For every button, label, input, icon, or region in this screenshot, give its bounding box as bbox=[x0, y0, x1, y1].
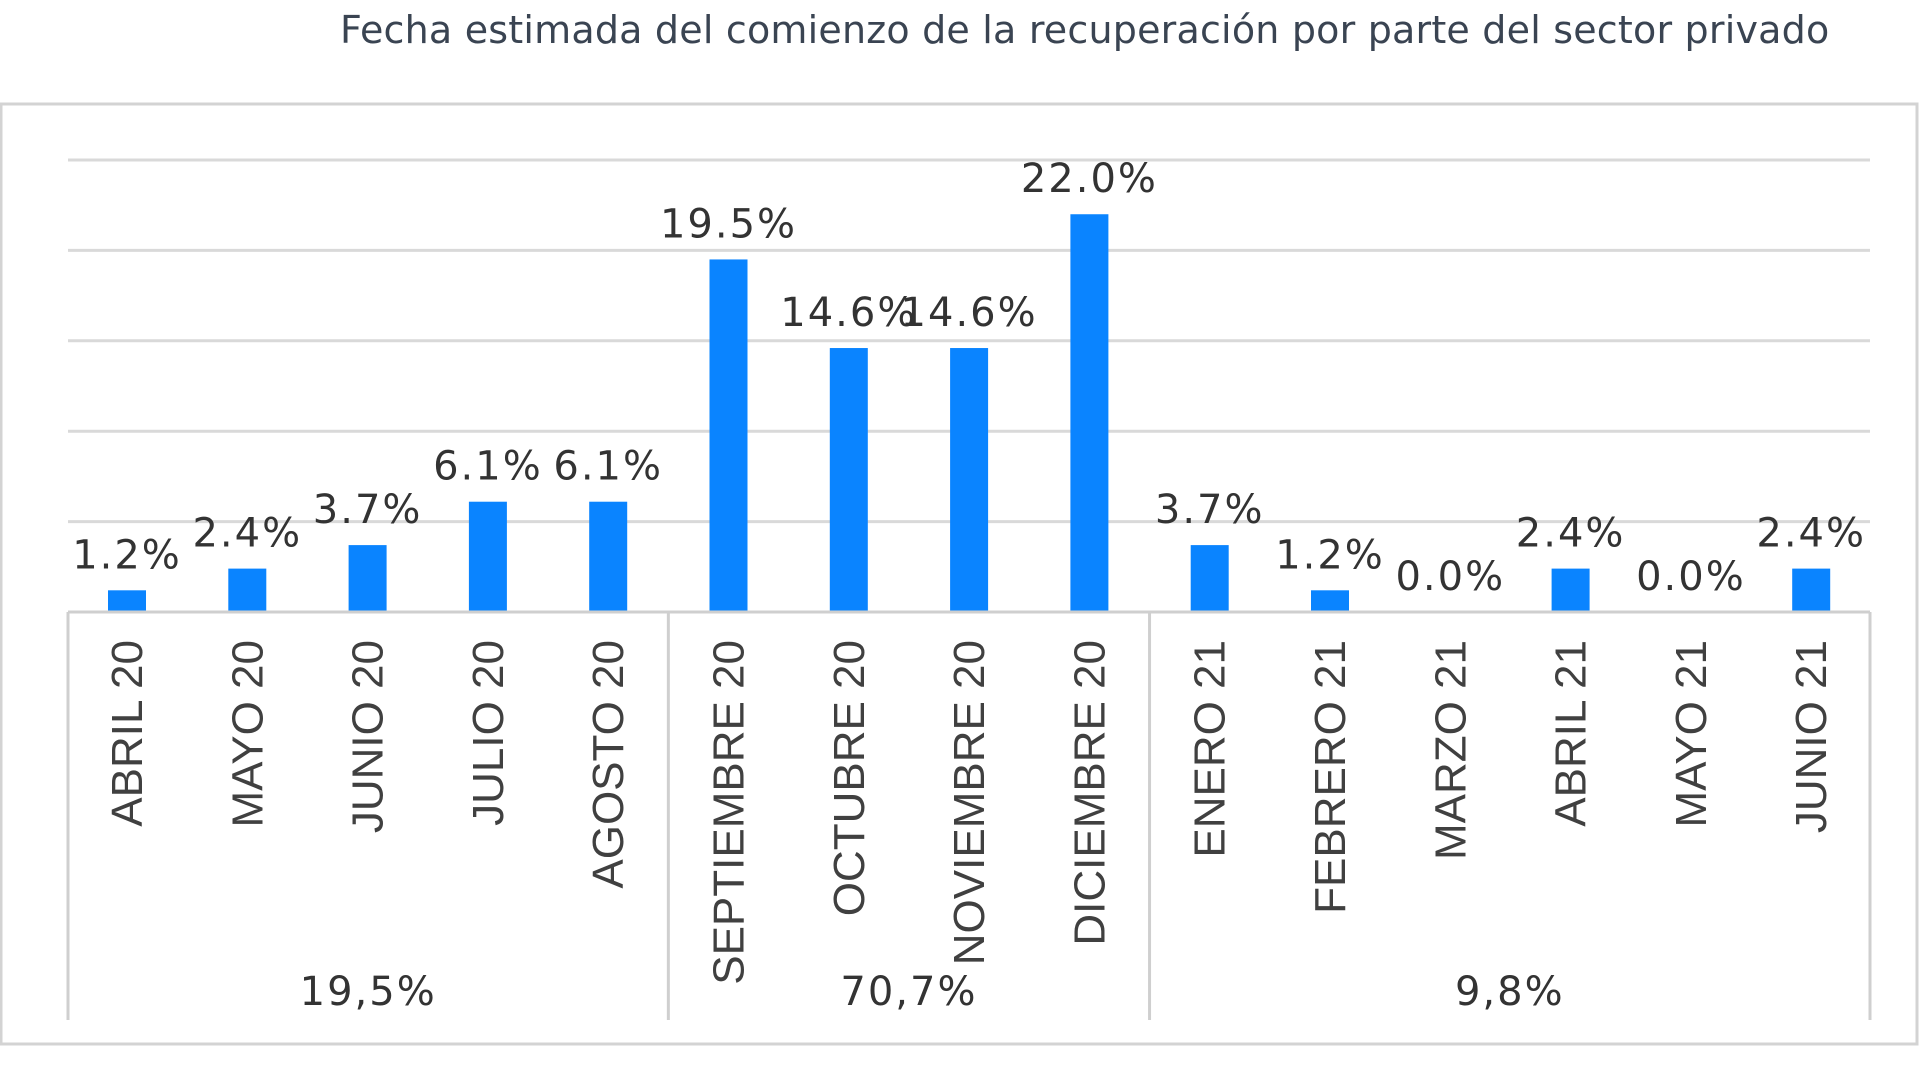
category-label: MAYO 20 bbox=[223, 640, 272, 827]
group-label: 70,7% bbox=[840, 969, 977, 1015]
bar bbox=[589, 501, 628, 612]
group-label: 9,8% bbox=[1455, 969, 1565, 1015]
bar bbox=[1190, 545, 1229, 612]
chart-title: Fecha estimada del comienzo de la recupe… bbox=[340, 8, 1830, 52]
category-label: JUNIO 21 bbox=[1787, 640, 1836, 833]
category-label: JUNIO 20 bbox=[344, 640, 393, 833]
value-label: 2.4% bbox=[1756, 511, 1866, 557]
category-label: MARZO 21 bbox=[1426, 640, 1475, 860]
category-label: JULIO 20 bbox=[464, 640, 513, 826]
bar bbox=[1551, 568, 1590, 612]
bar bbox=[709, 259, 748, 612]
value-label: 2.4% bbox=[1516, 511, 1626, 557]
bar bbox=[829, 348, 868, 612]
bar bbox=[1311, 590, 1349, 612]
value-label: 19.5% bbox=[660, 201, 797, 247]
bars bbox=[108, 214, 1831, 613]
group-label: 19,5% bbox=[300, 969, 437, 1015]
bar bbox=[468, 501, 507, 612]
value-label: 1.2% bbox=[1275, 532, 1385, 578]
bar bbox=[1070, 214, 1109, 613]
chart-frame bbox=[0, 102, 1919, 1046]
bar bbox=[108, 590, 146, 612]
bar bbox=[228, 568, 267, 612]
bar bbox=[1792, 568, 1831, 612]
value-label: 3.7% bbox=[1155, 487, 1265, 533]
value-label: 22.0% bbox=[1021, 156, 1158, 202]
value-label: 14.6% bbox=[901, 290, 1038, 336]
value-labels: 1.2% 2.4%3.7%6.1% 6.1%19.5%14.6%14.6%22.0%… bbox=[72, 156, 1866, 600]
value-label: 0.0% bbox=[1395, 554, 1505, 600]
category-labels: ABRIL 20 MAYO 20 JUNIO 20 JULIO 20 AGOSTO 20… bbox=[103, 640, 1836, 985]
category-label: ENERO 21 bbox=[1186, 640, 1235, 858]
category-label: AGOSTO 20 bbox=[584, 640, 633, 889]
category-label: OCTUBRE 20 bbox=[825, 640, 874, 916]
value-label: 0.0% bbox=[1636, 554, 1746, 600]
value-label: 6.1% bbox=[433, 444, 543, 490]
bar bbox=[348, 545, 387, 612]
value-label: 1.2% bbox=[72, 532, 182, 578]
value-label: 3.7% bbox=[313, 487, 423, 533]
group-labels: 19,5% 70,7% 9,8% bbox=[300, 969, 1565, 1015]
value-label: 2.4% bbox=[192, 511, 302, 557]
category-label: ABRIL 20 bbox=[103, 640, 152, 827]
category-label: ABRIL 21 bbox=[1547, 640, 1596, 827]
value-label: 6.1% bbox=[553, 444, 663, 490]
category-label: NOVIEMBRE 20 bbox=[945, 640, 994, 965]
category-label: SEPTIEMBRE 20 bbox=[705, 640, 754, 985]
category-label: DICIEMBRE 20 bbox=[1065, 640, 1114, 946]
category-label: FEBRERO 21 bbox=[1306, 640, 1355, 914]
value-label: 14.6% bbox=[780, 290, 917, 336]
category-axis bbox=[66, 610, 1872, 1020]
category-label: MAYO 21 bbox=[1667, 640, 1716, 827]
bar bbox=[950, 348, 989, 612]
